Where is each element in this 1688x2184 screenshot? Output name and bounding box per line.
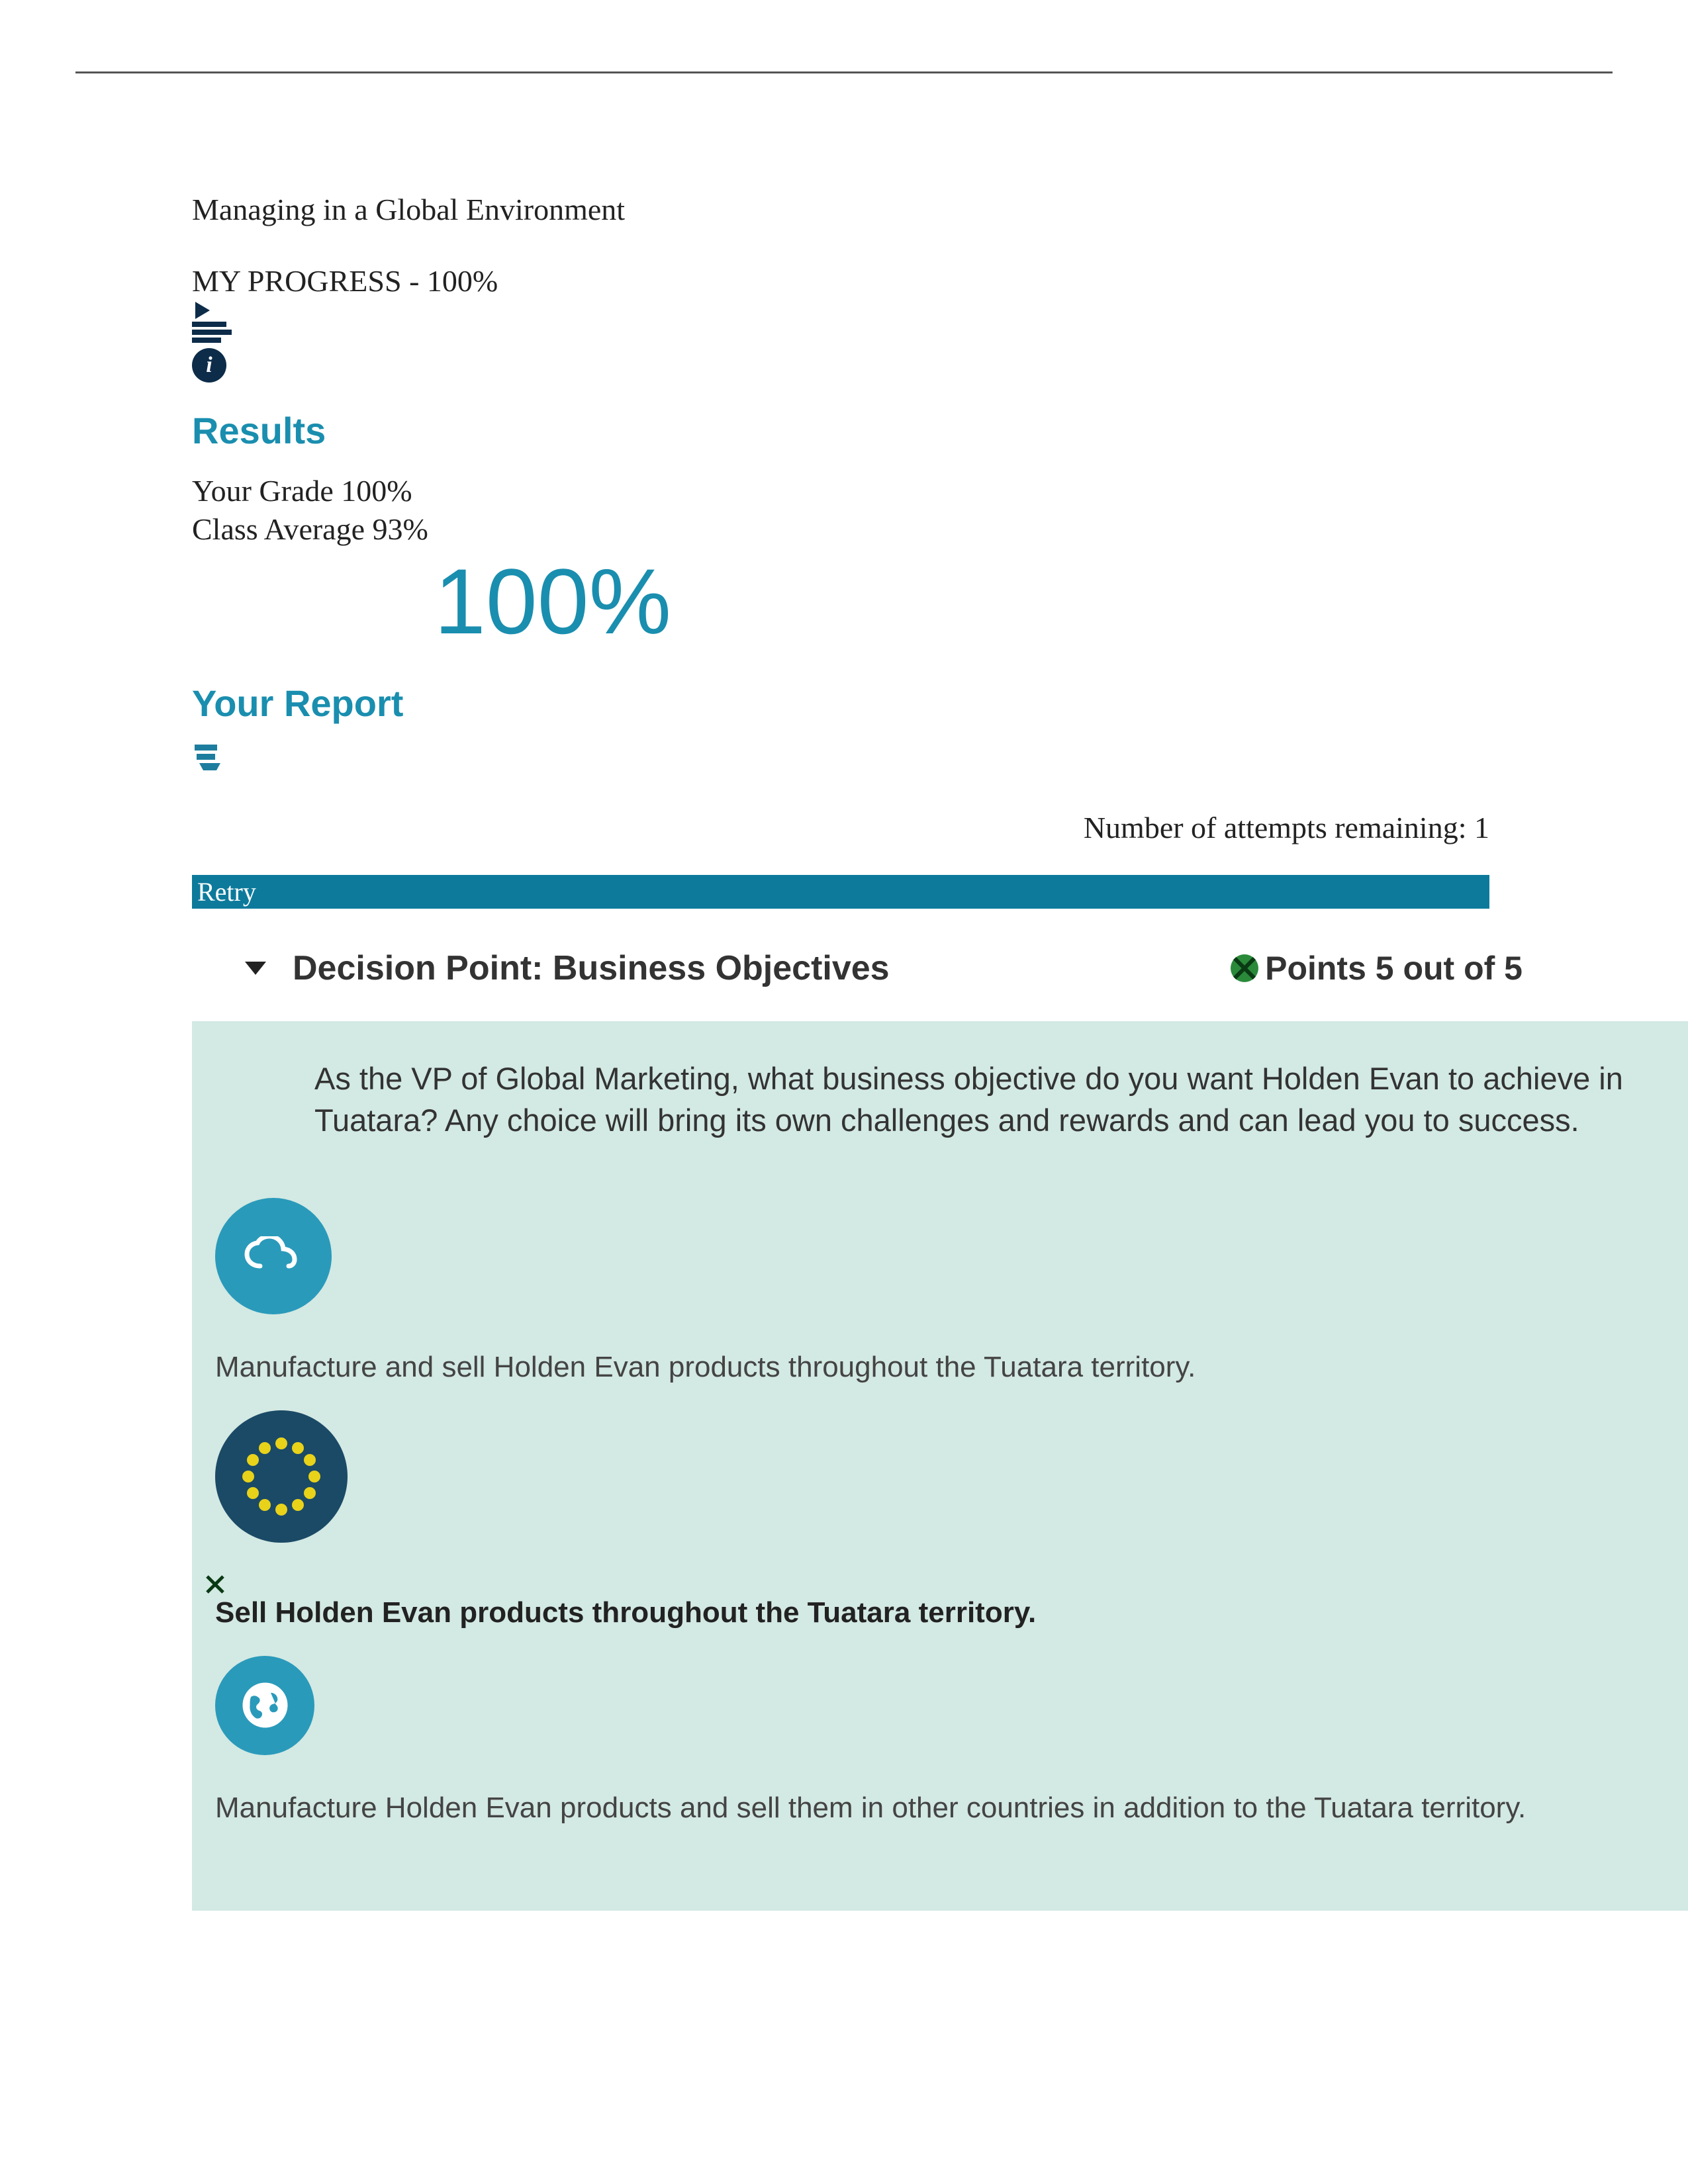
list-icon-bar <box>192 322 226 327</box>
answer-option[interactable]: Manufacture and sell Holden Evan product… <box>215 1198 1688 1384</box>
points-text: Points 5 out of 5 <box>1265 949 1523 987</box>
decision-point-title: Decision Point: Business Objectives <box>293 948 890 988</box>
filter-icon[interactable] <box>195 745 217 770</box>
results-heading: Results <box>192 409 1688 452</box>
question-panel: As the VP of Global Marketing, what busi… <box>192 1021 1688 1911</box>
list-icon-bar <box>192 338 221 343</box>
answer-option[interactable]: Sell Holden Evan products throughout the… <box>215 1410 1688 1629</box>
top-divider <box>75 71 1613 73</box>
progress-icon-stack: i <box>192 302 238 383</box>
answer-text: Manufacture and sell Holden Evan product… <box>215 1351 1688 1384</box>
attempts-remaining: Number of attempts remaining: 1 <box>192 810 1489 845</box>
question-text: As the VP of Global Marketing, what busi… <box>314 1058 1685 1142</box>
play-icon <box>195 302 210 319</box>
your-report-heading: Your Report <box>192 682 1688 725</box>
class-average: Class Average 93% <box>192 510 1688 549</box>
answer-text: Sell Holden Evan products throughout the… <box>215 1596 1688 1629</box>
your-grade: Your Grade 100% <box>192 472 1688 510</box>
progress-label: MY PROGRESS - 100% <box>192 263 1688 298</box>
course-title: Managing in a Global Environment <box>192 192 1688 227</box>
dots-ring-icon <box>215 1410 348 1543</box>
list-icon-bar <box>192 330 232 335</box>
correct-badge-icon <box>1231 954 1258 982</box>
collapse-caret-icon[interactable] <box>245 962 266 975</box>
retry-button[interactable]: Retry <box>192 875 1489 909</box>
points-label: Points 5 out of 5 <box>1231 949 1523 987</box>
info-icon[interactable]: i <box>192 348 226 383</box>
answer-text: Manufacture Holden Evan products and sel… <box>215 1792 1688 1825</box>
globe-icon <box>215 1656 314 1755</box>
answer-option[interactable]: Manufacture Holden Evan products and sel… <box>215 1656 1688 1825</box>
cloud-icon <box>215 1198 332 1314</box>
score-value: 100% <box>192 548 914 655</box>
